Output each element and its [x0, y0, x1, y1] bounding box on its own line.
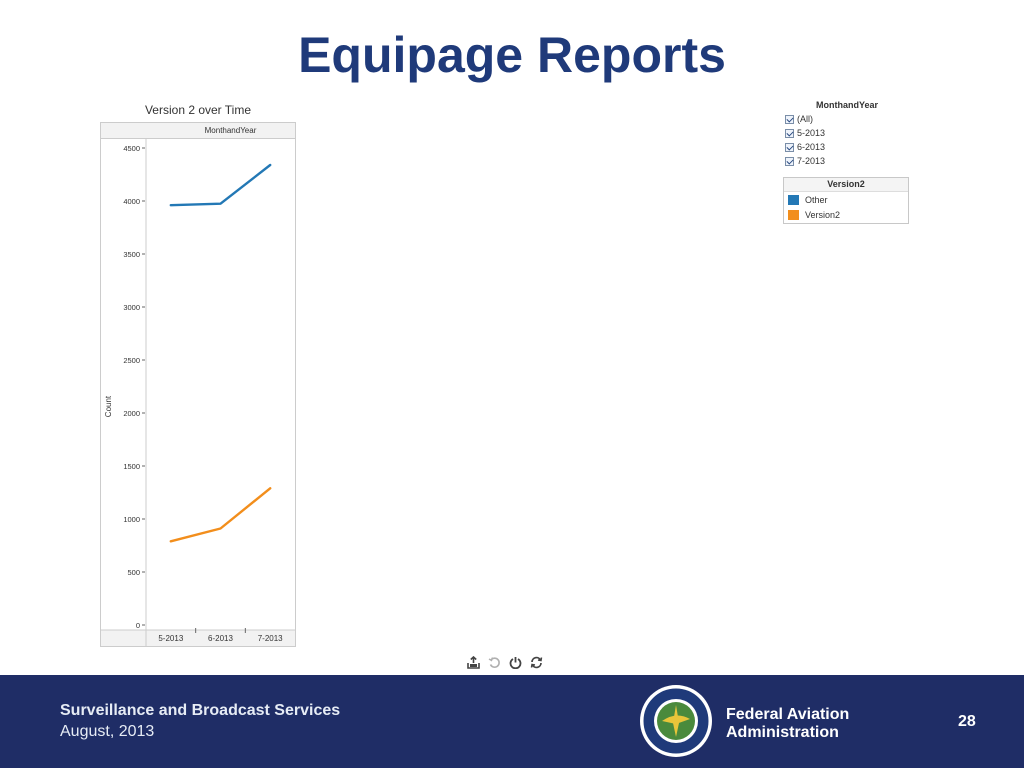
filter-item-label: 6-2013: [797, 142, 826, 152]
legend-swatch-version2: [788, 209, 799, 220]
checkbox-icon[interactable]: [785, 128, 794, 138]
y-tick-label: 3000: [123, 303, 140, 312]
filter-item-label: (All): [797, 114, 813, 124]
agency-name: Federal Aviation Administration: [726, 706, 876, 742]
filter-item-label: 5-2013: [797, 128, 826, 138]
revert-icon[interactable]: [487, 655, 502, 670]
footer-org: Surveillance and Broadcast Services: [60, 702, 341, 719]
x-axis-band: [100, 629, 296, 647]
y-tick-label: 1500: [123, 462, 140, 471]
legend: Version2 Other Version2: [783, 177, 909, 224]
y-tick-label: 3500: [123, 250, 140, 259]
faa-seal-logo: [640, 685, 712, 757]
series-line-version2: [169, 487, 272, 543]
column-header-band: [100, 122, 296, 139]
legend-label: Version2: [805, 209, 841, 220]
checkbox-icon[interactable]: [785, 156, 794, 166]
chart-title: Version 2 over Time: [144, 103, 252, 117]
y-tick-label: 0: [136, 621, 140, 630]
series-line-other: [169, 163, 272, 207]
x-tick-label: 5-2013: [158, 634, 183, 643]
line-chart: MonthandYear 0 500 1000 1500 2000 2500 3000 350…: [100, 122, 296, 647]
y-tick-label: 1000: [123, 515, 140, 524]
slide-footer: Surveillance and Broadcast Services Augu…: [0, 675, 1024, 768]
filter-item-label: 7-2013: [797, 156, 826, 166]
footer-date: August, 2013: [60, 723, 155, 740]
checkbox-icon[interactable]: [785, 142, 794, 152]
y-tick-label: 2500: [123, 356, 140, 365]
power-icon[interactable]: [508, 655, 523, 670]
y-tick-label: 2000: [123, 409, 140, 418]
legend-title: Version2: [784, 178, 908, 192]
y-tick-label: 4500: [123, 144, 140, 153]
filter-item-5-2013[interactable]: 5-2013: [785, 126, 909, 140]
y-tick-label: 4000: [123, 197, 140, 206]
refresh-icon[interactable]: [529, 655, 544, 670]
filter-item-6-2013[interactable]: 6-2013: [785, 140, 909, 154]
y-axis-label: Count: [104, 395, 113, 417]
x-tick-label: 6-2013: [208, 634, 233, 643]
y-tick-label: 500: [127, 568, 140, 577]
slide-title: Equipage Reports: [298, 27, 726, 83]
filter-item-all[interactable]: (All): [785, 112, 909, 126]
page-number: 28: [958, 713, 976, 730]
viz-toolbar: [466, 655, 544, 670]
checkbox-icon[interactable]: [785, 114, 794, 124]
export-icon[interactable]: [466, 655, 481, 670]
month-year-filter: MonthandYear (All) 5-2013 6-2013 7-2013: [785, 100, 909, 168]
legend-label: Other: [805, 194, 828, 205]
legend-item-version2[interactable]: Version2: [784, 207, 908, 222]
column-header-label: MonthandYear: [205, 126, 257, 135]
chart-frame: [100, 122, 296, 647]
agency-line-1: Federal Aviation: [726, 706, 850, 723]
legend-item-other[interactable]: Other: [784, 192, 908, 207]
x-tick-label: 7-2013: [258, 634, 283, 643]
filter-item-7-2013[interactable]: 7-2013: [785, 154, 909, 168]
agency-line-2: Administration: [726, 724, 839, 741]
legend-swatch-other: [788, 194, 799, 205]
filter-title: MonthandYear: [815, 100, 878, 110]
